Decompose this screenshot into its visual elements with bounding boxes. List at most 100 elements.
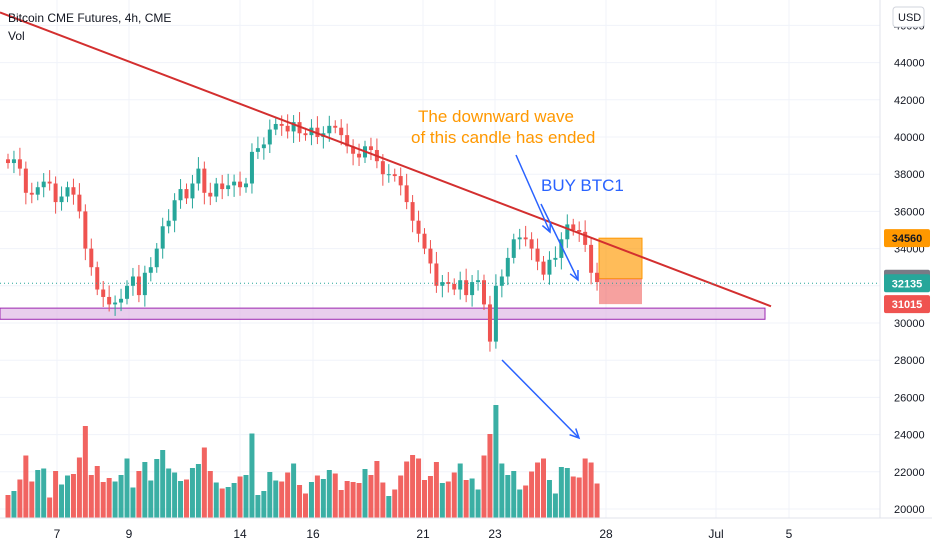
volume-bar <box>487 434 493 518</box>
volume-bar <box>297 485 303 518</box>
stop-zone <box>599 278 642 305</box>
candle-body <box>142 272 147 296</box>
volume-bar <box>338 490 344 518</box>
volume-bar <box>94 466 100 518</box>
candle-body <box>226 185 231 190</box>
volume-bar <box>59 484 65 518</box>
candle-body <box>571 224 576 230</box>
price-axis[interactable] <box>880 0 932 518</box>
volume-bar <box>148 480 154 518</box>
volume-bar <box>552 493 558 518</box>
volume-bar <box>332 473 338 518</box>
grid-lines <box>0 0 880 518</box>
candle-body <box>327 125 332 134</box>
candle-body <box>589 244 594 273</box>
candle-body <box>184 189 189 199</box>
volume-bar <box>160 450 166 518</box>
price-axis-badges: 34560323803213531015 <box>884 229 930 314</box>
volume-bar <box>303 493 308 518</box>
volume-bar <box>47 497 53 518</box>
annotation-wave-line1[interactable]: The downward wave <box>418 107 574 126</box>
volume-bar <box>433 462 439 518</box>
price-badge-34560 <box>884 229 930 248</box>
volume-bar <box>362 469 368 518</box>
candle-body <box>416 220 421 234</box>
price-tick-38000: 38000 <box>894 169 925 181</box>
volume-bar <box>142 462 148 518</box>
price-tick-30000: 30000 <box>894 318 925 330</box>
candle-body <box>333 125 338 128</box>
volume-bar <box>23 455 29 518</box>
candle-body <box>279 123 284 126</box>
candle-body <box>261 144 266 149</box>
volume-bar <box>481 455 487 518</box>
candle-body <box>535 248 540 262</box>
volume-bar <box>344 481 350 518</box>
candle-body <box>11 159 16 164</box>
candle-body <box>351 146 356 154</box>
time-tick-23: 23 <box>488 527 502 541</box>
annotation-buy[interactable]: BUY BTC1 <box>541 176 624 195</box>
volume-bar <box>225 487 231 518</box>
candle-body <box>505 257 510 277</box>
volume-bar <box>213 482 219 518</box>
volume-bar <box>285 472 291 518</box>
candle-body <box>208 192 213 197</box>
candle-body <box>523 237 528 240</box>
volume-bar <box>11 491 17 518</box>
candle-body <box>464 280 469 296</box>
annotation-arrows[interactable] <box>501 154 581 440</box>
volume-bar <box>219 488 225 518</box>
long-position-tool[interactable] <box>598 237 643 305</box>
volume-bar <box>35 470 41 518</box>
arrow-buy <box>540 203 579 281</box>
candle-body <box>493 285 498 342</box>
volume-bar <box>17 479 23 518</box>
volume-bar <box>404 461 410 518</box>
candle-body <box>71 187 76 195</box>
candle-body <box>297 122 302 134</box>
price-tick-40000: 40000 <box>894 132 925 144</box>
volume-bar <box>392 489 398 518</box>
volume-bar <box>29 481 35 518</box>
candle-body <box>517 237 522 240</box>
currency-button[interactable] <box>892 6 925 28</box>
price-badge-label-31015: 31015 <box>892 299 923 311</box>
candle-body <box>577 230 582 232</box>
annotation-wave-line2[interactable]: of this candle has ended <box>411 128 595 147</box>
volume-bar <box>463 480 469 518</box>
candle-body <box>23 168 28 193</box>
volume-bar <box>493 405 499 518</box>
volume-bar <box>195 464 201 518</box>
time-tick-9: 9 <box>126 527 133 541</box>
volume-bar <box>172 472 178 518</box>
support-zone <box>0 307 766 320</box>
volume-bars <box>5 405 600 518</box>
candle-body <box>166 220 171 227</box>
candle-body <box>202 168 207 193</box>
trendline[interactable] <box>0 11 772 308</box>
volume-bar <box>308 482 314 518</box>
price-tick-28000: 28000 <box>894 355 925 367</box>
volume-bar <box>88 475 94 518</box>
volume-bar <box>70 474 76 518</box>
time-tick-14: 14 <box>233 527 247 541</box>
volume-bar <box>570 476 576 518</box>
time-tick-16: 16 <box>306 527 320 541</box>
candle-body <box>291 122 296 132</box>
currency-button-label: USD <box>898 12 921 24</box>
volume-bar <box>237 476 243 518</box>
volume-bar <box>368 475 374 518</box>
candle-body <box>238 181 243 188</box>
volume-bar <box>314 475 320 518</box>
volume-bar <box>374 461 380 518</box>
candle-body <box>273 123 278 130</box>
candle-body <box>511 239 516 258</box>
volume-bar <box>511 471 517 518</box>
volume-bar <box>82 426 88 518</box>
arrow-volume <box>501 359 580 439</box>
volume-bar <box>41 468 47 518</box>
candle-body <box>345 135 350 147</box>
volume-bar <box>427 476 433 518</box>
